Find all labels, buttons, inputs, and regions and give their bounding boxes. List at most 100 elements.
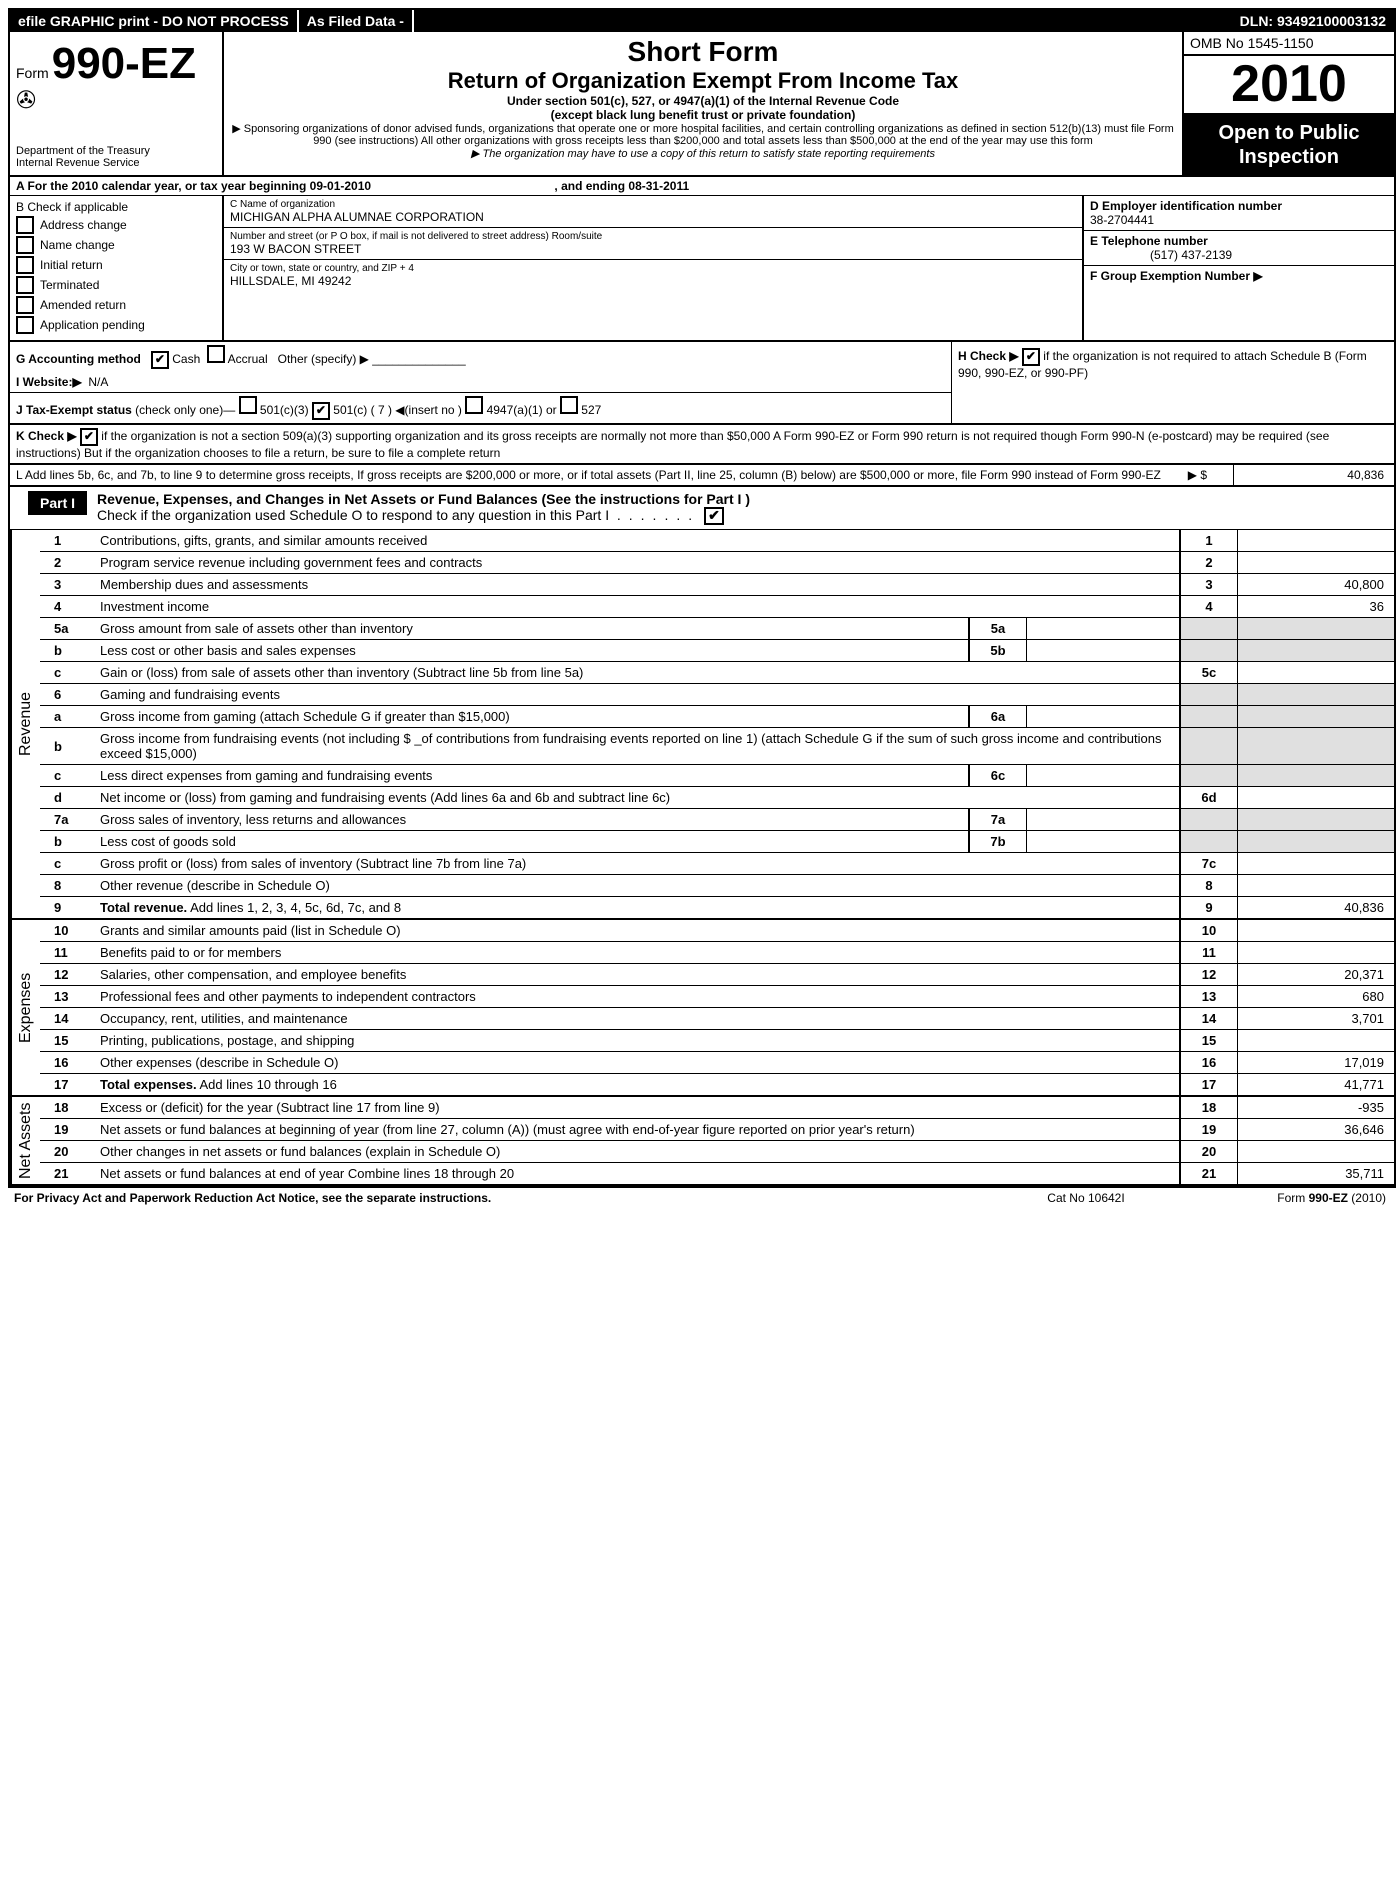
- chk-address[interactable]: [16, 216, 34, 234]
- line-text: Investment income: [94, 596, 1180, 618]
- row-gij: G Accounting method ✔ Cash Accrual Other…: [10, 342, 1394, 425]
- amt-val: 36,646: [1238, 1119, 1395, 1141]
- topbar-left: efile GRAPHIC print - DO NOT PROCESS: [10, 10, 299, 32]
- chk-cash[interactable]: ✔: [151, 351, 169, 369]
- line-text: Printing, publications, postage, and shi…: [94, 1030, 1180, 1052]
- row-a-mid: , and ending: [554, 179, 628, 193]
- netassets-table: 18Excess or (deficit) for the year (Subt…: [40, 1097, 1394, 1184]
- part1-sub: Check if the organization used Schedule …: [97, 507, 609, 523]
- i-label: I Website:▶: [16, 375, 82, 389]
- amt-label-shaded: [1180, 706, 1238, 728]
- h-note: if the organization is not required to a…: [958, 349, 1367, 380]
- line-num: 2: [40, 552, 94, 574]
- amt-val: [1238, 787, 1395, 809]
- amt-label: 12: [1180, 964, 1238, 986]
- line-num: 12: [40, 964, 94, 986]
- amt-label: 7c: [1180, 853, 1238, 875]
- copy-note: ▶ The organization may have to use a cop…: [232, 147, 1174, 160]
- footer-right: Form 990-EZ (2010): [1186, 1191, 1386, 1205]
- amt-label: 2: [1180, 552, 1238, 574]
- chk-terminated[interactable]: [16, 276, 34, 294]
- lbl-address: Address change: [40, 218, 127, 232]
- line-text: Membership dues and assessments: [94, 574, 1180, 596]
- e-label: E Telephone number: [1090, 234, 1208, 248]
- return-title: Return of Organization Exempt From Incom…: [232, 68, 1174, 94]
- sub-val: [1027, 809, 1181, 831]
- l-text: L Add lines 5b, 6c, and 7b, to line 9 to…: [16, 468, 1161, 482]
- chk-501c3[interactable]: [239, 396, 257, 414]
- org-name: MICHIGAN ALPHA ALUMNAE CORPORATION: [230, 210, 1076, 224]
- sub-val: [1027, 831, 1181, 853]
- line-text: Gross income from gaming (attach Schedul…: [94, 706, 969, 728]
- footer-mid: Cat No 10642I: [986, 1191, 1186, 1205]
- amt-label: 19: [1180, 1119, 1238, 1141]
- expenses-label: Expenses: [10, 920, 40, 1095]
- chk-527[interactable]: [560, 396, 578, 414]
- amt-label-shaded: [1180, 809, 1238, 831]
- footer: For Privacy Act and Paperwork Reduction …: [8, 1188, 1392, 1208]
- chk-accrual[interactable]: [207, 345, 225, 363]
- line-text: Grants and similar amounts paid (list in…: [94, 920, 1180, 942]
- row-l: L Add lines 5b, 6c, and 7b, to line 9 to…: [10, 465, 1394, 487]
- amt-label: 6d: [1180, 787, 1238, 809]
- line-text: Net assets or fund balances at end of ye…: [94, 1163, 1180, 1185]
- line-text: Gross income from fundraising events (no…: [94, 728, 1180, 765]
- line-text: Professional fees and other payments to …: [94, 986, 1180, 1008]
- chk-k[interactable]: ✔: [80, 428, 98, 446]
- chk-part1-o[interactable]: ✔: [704, 507, 724, 525]
- part1-tab: Part I: [28, 491, 87, 515]
- lbl-501c3: 501(c)(3): [260, 403, 309, 417]
- header-left: Form 990-EZ ✇ Department of the Treasury…: [10, 32, 224, 175]
- line-text: Salaries, other compensation, and employ…: [94, 964, 1180, 986]
- amt-label-shaded: [1180, 684, 1238, 706]
- topbar-mid: As Filed Data -: [299, 10, 414, 32]
- amt-label: 21: [1180, 1163, 1238, 1185]
- amt-label: 16: [1180, 1052, 1238, 1074]
- form-prefix: Form: [16, 65, 49, 81]
- chk-501c[interactable]: ✔: [312, 402, 330, 420]
- sub-label: 5a: [969, 618, 1027, 640]
- amt-val: [1238, 942, 1395, 964]
- line-num: b: [40, 640, 94, 662]
- sub-val: [1027, 618, 1181, 640]
- amt-val-shaded: [1238, 765, 1395, 787]
- d-value: 38-2704441: [1090, 213, 1154, 227]
- chk-initial[interactable]: [16, 256, 34, 274]
- lbl-4947: 4947(a)(1) or: [487, 403, 557, 417]
- line-num: a: [40, 706, 94, 728]
- lbl-name: Name change: [40, 238, 115, 252]
- line-num: b: [40, 831, 94, 853]
- sub-label: 6a: [969, 706, 1027, 728]
- line-text: Benefits paid to or for members: [94, 942, 1180, 964]
- line-num: 14: [40, 1008, 94, 1030]
- chk-amended[interactable]: [16, 296, 34, 314]
- chk-h[interactable]: ✔: [1022, 348, 1040, 366]
- line-text: Other revenue (describe in Schedule O): [94, 875, 1180, 897]
- chk-name[interactable]: [16, 236, 34, 254]
- line-text: Less cost of goods sold: [94, 831, 969, 853]
- line-num: 17: [40, 1074, 94, 1096]
- row-a: A For the 2010 calendar year, or tax yea…: [10, 177, 1394, 196]
- open-public: Open to Public Inspection: [1184, 115, 1394, 175]
- line-num: 3: [40, 574, 94, 596]
- k-note: if the organization is not a section 509…: [16, 429, 1329, 460]
- chk-4947[interactable]: [465, 396, 483, 414]
- line-num: 20: [40, 1141, 94, 1163]
- part1-title: Revenue, Expenses, and Changes in Net As…: [87, 487, 760, 529]
- k-text: K Check ▶: [16, 429, 77, 443]
- amt-label: 15: [1180, 1030, 1238, 1052]
- lbl-501c: 501(c) ( 7 ) ◀(insert no ): [333, 403, 462, 417]
- line-num: d: [40, 787, 94, 809]
- l-amt-label: ▶ $: [1188, 468, 1207, 482]
- row-h: H Check ▶ ✔ if the organization is not r…: [951, 342, 1394, 423]
- expenses-section: Expenses 10Grants and similar amounts pa…: [10, 920, 1394, 1097]
- chk-pending[interactable]: [16, 316, 34, 334]
- amt-label: 10: [1180, 920, 1238, 942]
- c-street-label: Number and street (or P O box, if mail i…: [230, 231, 1076, 242]
- footer-left: For Privacy Act and Paperwork Reduction …: [14, 1191, 986, 1205]
- amt-label: 3: [1180, 574, 1238, 596]
- d-label: D Employer identification number: [1090, 199, 1282, 213]
- line-num: 5a: [40, 618, 94, 640]
- line-text: Gross sales of inventory, less returns a…: [94, 809, 969, 831]
- amt-val: 3,701: [1238, 1008, 1395, 1030]
